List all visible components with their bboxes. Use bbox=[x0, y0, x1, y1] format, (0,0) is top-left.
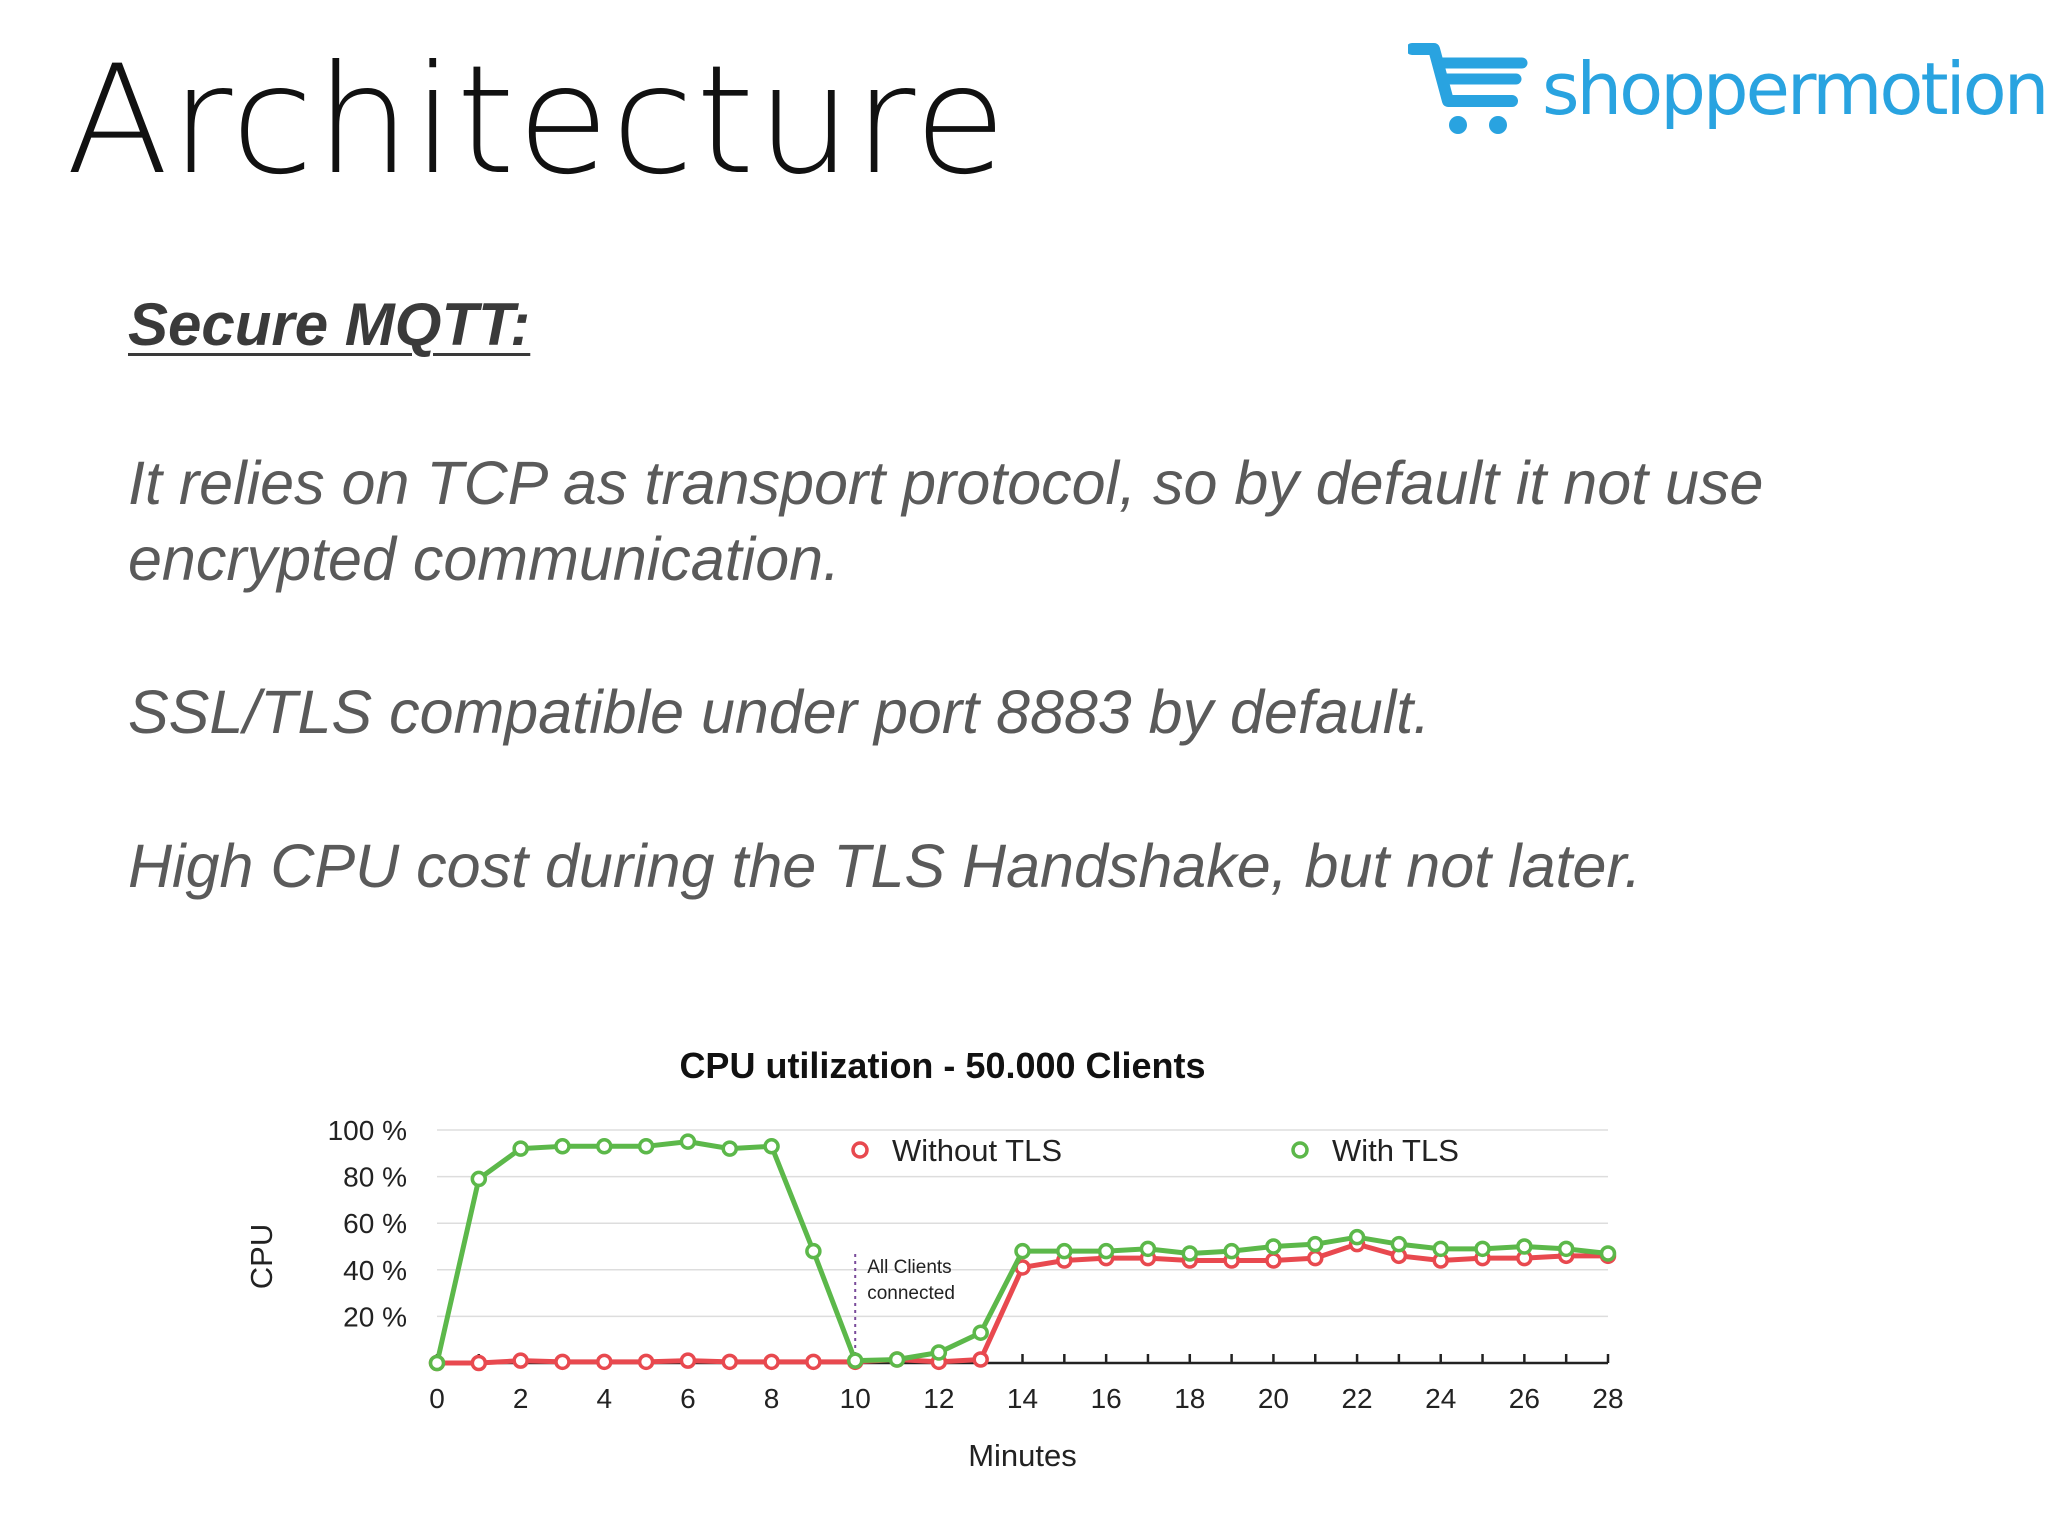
data-point bbox=[1474, 1240, 1491, 1258]
x-tick-label: 22 bbox=[1341, 1383, 1372, 1414]
data-point bbox=[1432, 1240, 1449, 1258]
legend-label: Without TLS bbox=[892, 1133, 1062, 1168]
y-tick-label: 100 % bbox=[328, 1115, 407, 1146]
data-point bbox=[972, 1324, 989, 1341]
x-tick-label: 6 bbox=[680, 1383, 696, 1414]
data-point bbox=[1307, 1249, 1324, 1267]
data-point bbox=[721, 1353, 738, 1371]
paragraph-cpu-cost: High CPU cost during the TLS Handshake, … bbox=[128, 832, 1642, 900]
data-point bbox=[679, 1352, 697, 1369]
x-tick-label: 8 bbox=[764, 1383, 780, 1414]
data-point bbox=[596, 1138, 613, 1155]
data-point bbox=[512, 1352, 529, 1369]
x-tick-label: 12 bbox=[923, 1383, 954, 1414]
shopping-cart-icon bbox=[1408, 43, 1528, 134]
x-axis-label: Minutes bbox=[968, 1438, 1077, 1473]
data-point bbox=[679, 1133, 697, 1150]
data-point bbox=[805, 1353, 822, 1371]
data-point bbox=[470, 1354, 488, 1372]
y-tick-label: 20 % bbox=[343, 1301, 407, 1332]
logo-wordmark: shoppermotion bbox=[1542, 47, 2048, 131]
chart-title: CPU utilization - 50.000 Clients bbox=[679, 1045, 1205, 1086]
x-tick-label: 14 bbox=[1007, 1383, 1038, 1414]
x-tick-label: 10 bbox=[840, 1383, 871, 1414]
data-point bbox=[512, 1140, 529, 1157]
y-tick-label: 80 % bbox=[343, 1162, 407, 1193]
y-tick-label: 40 % bbox=[343, 1255, 407, 1286]
paragraph-tcp-transport: It relies on TCP as transport protocol, … bbox=[128, 449, 1764, 593]
page-title: Architecture bbox=[66, 34, 1009, 208]
y-tick-label: 60 % bbox=[343, 1208, 407, 1239]
shoppermotion-logo: shoppermotion bbox=[1408, 34, 2048, 144]
data-point bbox=[1139, 1240, 1157, 1258]
data-point bbox=[1223, 1242, 1240, 1260]
x-tick-label: 28 bbox=[1592, 1383, 1623, 1414]
y-axis-label: CPU bbox=[244, 1224, 279, 1289]
paragraph-ssl-port: SSL/TLS compatible under port 8883 by de… bbox=[128, 678, 1431, 746]
legend-marker bbox=[851, 1141, 869, 1159]
data-point bbox=[1181, 1245, 1199, 1262]
data-point bbox=[637, 1353, 655, 1371]
data-point bbox=[846, 1352, 864, 1369]
data-point bbox=[1307, 1235, 1324, 1253]
data-point bbox=[1599, 1245, 1617, 1262]
data-point bbox=[1516, 1238, 1533, 1255]
legend-label: With TLS bbox=[1332, 1133, 1459, 1168]
data-point bbox=[763, 1353, 780, 1371]
data-point bbox=[763, 1138, 780, 1155]
data-point bbox=[470, 1170, 488, 1188]
data-point bbox=[1097, 1242, 1115, 1260]
x-tick-label: 18 bbox=[1174, 1383, 1205, 1414]
data-point bbox=[930, 1344, 948, 1361]
legend-marker bbox=[1291, 1141, 1309, 1159]
data-point bbox=[554, 1138, 571, 1155]
data-point bbox=[1348, 1228, 1366, 1246]
data-point bbox=[637, 1138, 655, 1155]
data-point bbox=[972, 1351, 989, 1368]
x-tick-label: 24 bbox=[1425, 1383, 1456, 1414]
data-point bbox=[596, 1353, 613, 1371]
annotation-text: All Clients bbox=[867, 1257, 951, 1278]
x-tick-label: 4 bbox=[596, 1383, 612, 1414]
data-point bbox=[1557, 1240, 1575, 1258]
data-point bbox=[805, 1242, 822, 1260]
x-tick-label: 2 bbox=[513, 1383, 529, 1414]
chart-svg: CPU utilization - 50.000 Clients 20 % 40 %… bbox=[244, 1045, 1624, 1473]
data-point bbox=[721, 1140, 738, 1157]
x-tick-label: 26 bbox=[1509, 1383, 1540, 1414]
data-point bbox=[1265, 1252, 1282, 1269]
x-tick-label: 20 bbox=[1258, 1383, 1289, 1414]
x-tick-label: 0 bbox=[429, 1383, 445, 1414]
data-point bbox=[888, 1351, 906, 1368]
data-point bbox=[554, 1353, 571, 1371]
data-point bbox=[1265, 1238, 1282, 1255]
data-point bbox=[1056, 1242, 1073, 1260]
section-heading: Secure MQTT: bbox=[128, 291, 531, 358]
data-point bbox=[1014, 1242, 1031, 1260]
x-tick-label: 16 bbox=[1091, 1383, 1122, 1414]
data-point bbox=[1390, 1235, 1408, 1253]
annotation-text: connected bbox=[867, 1283, 955, 1304]
cpu-utilization-chart: CPU utilization - 50.000 Clients 20 % 40 %… bbox=[230, 1030, 1650, 1500]
data-point bbox=[428, 1354, 446, 1372]
